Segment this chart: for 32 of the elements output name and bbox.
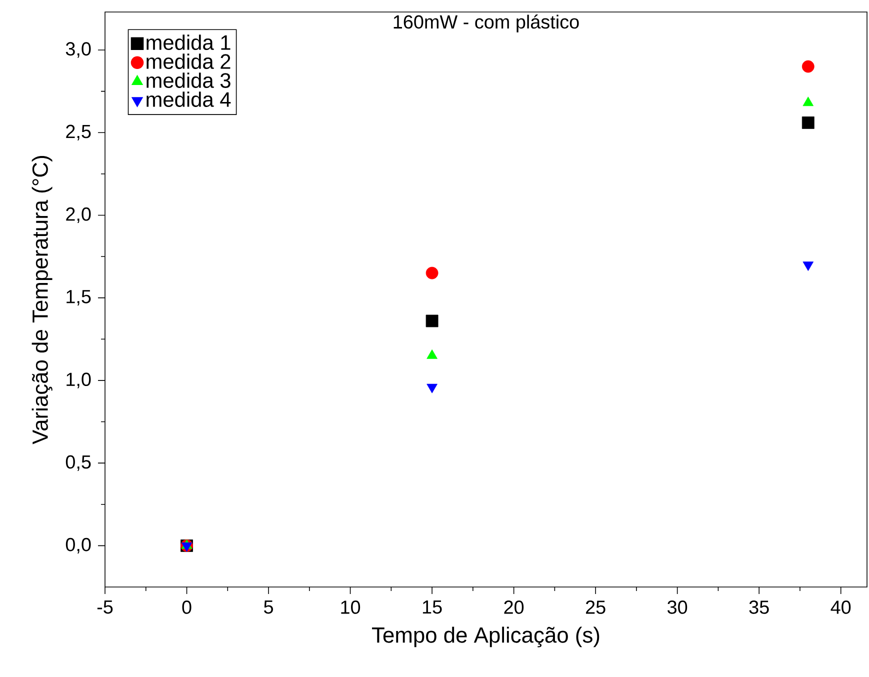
x-tick-label: 40	[830, 600, 851, 614]
point	[802, 262, 814, 271]
x-tick-label: 35	[749, 600, 769, 614]
x-tick-label: 5	[264, 600, 273, 614]
point	[426, 314, 438, 328]
x-tick-label: 25	[586, 600, 606, 614]
x-tick-label: -5	[97, 600, 113, 614]
y-axis-title: Variação de Temperatura (°C)	[32, 156, 52, 444]
x-tick-label: 15	[422, 600, 442, 614]
y-tick-label: 2,5	[66, 124, 91, 140]
y-tick-label: 0,0	[66, 538, 91, 554]
legend-label: medida 1	[146, 34, 230, 50]
point	[802, 60, 814, 73]
y-tick-label: 0,5	[66, 455, 91, 471]
point	[426, 266, 438, 280]
point	[181, 542, 192, 552]
chart-title: 160mW - com plástico	[394, 14, 579, 32]
x-tick-label: 30	[668, 600, 688, 614]
y-tick-label: 1,5	[66, 290, 91, 306]
point	[802, 96, 814, 106]
x-tick-label: 20	[504, 600, 524, 614]
y-tick-label: 2,0	[66, 207, 91, 224]
point	[426, 384, 438, 394]
y-tick-label: 3,0	[66, 42, 91, 58]
x-axis-title: Tempo de Aplicação (s)	[372, 626, 600, 648]
point	[802, 116, 814, 129]
x-tick-label: 0	[182, 600, 192, 614]
legend-label: medida 2	[146, 54, 230, 69]
legend-label: medida 3	[146, 72, 230, 88]
legend-label: medida 4	[146, 92, 231, 107]
x-tick-label: 10	[341, 600, 360, 614]
y-tick-label: 1,0	[66, 372, 91, 388]
